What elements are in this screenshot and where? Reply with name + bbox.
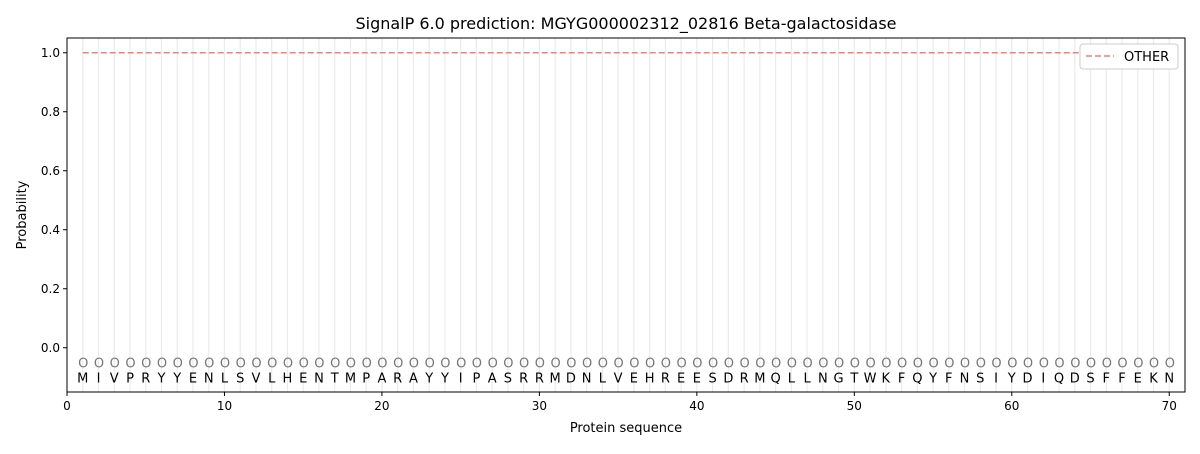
y-tick-label: 0.4	[41, 223, 60, 237]
residue-label: I	[1041, 371, 1045, 386]
residue-label: Y	[928, 371, 937, 386]
residue-label: L	[788, 371, 796, 386]
residue-label: R	[141, 371, 150, 386]
residue-label: Q	[912, 371, 922, 386]
y-axis-label: Probability	[15, 180, 30, 249]
residue-label: R	[393, 371, 402, 386]
residue-label: K	[882, 371, 891, 386]
residue-label: F	[898, 371, 905, 386]
residue-label: N	[960, 371, 970, 386]
x-tick-label: 50	[847, 399, 862, 413]
residue-label: V	[252, 371, 261, 386]
residue-label: D	[1023, 371, 1033, 386]
residue-label: A	[377, 371, 386, 386]
residue-label: Q	[1054, 371, 1064, 386]
residue-label: F	[945, 371, 952, 386]
residue-label: V	[110, 371, 119, 386]
residue-label: P	[362, 371, 370, 386]
residue-label: E	[189, 371, 197, 386]
y-tick-label: 0.6	[41, 164, 60, 178]
residue-label: M	[550, 371, 561, 386]
legend: OTHER	[1079, 43, 1179, 70]
legend-label-other: OTHER	[1124, 50, 1169, 65]
x-axis-label: Protein sequence	[570, 421, 682, 436]
residue-label: L	[268, 371, 276, 386]
residue-label: D	[566, 371, 576, 386]
residue-label: E	[630, 371, 638, 386]
residue-label: V	[614, 371, 623, 386]
residue-label: L	[803, 371, 811, 386]
residue-label: Y	[1007, 371, 1016, 386]
residue-label: S	[236, 371, 244, 386]
residue-label: H	[283, 371, 293, 386]
residue-label: S	[504, 371, 512, 386]
residue-label: N	[818, 371, 828, 386]
y-tick-label: 0.0	[41, 341, 60, 355]
residue-label: F	[1103, 371, 1110, 386]
predicted-labels: OOOOOOOOOOOOOOOOOOOOOOOOOOOOOOOOOOOOOOOO…	[78, 357, 1175, 372]
residue-label: H	[645, 371, 655, 386]
residue-label: M	[754, 371, 765, 386]
residue-label: G	[834, 371, 844, 386]
residue-label: I	[459, 371, 463, 386]
residue-label: W	[864, 371, 877, 386]
residue-label: T	[330, 371, 339, 386]
residue-label: L	[221, 371, 229, 386]
residue-label: N	[582, 371, 592, 386]
residue-label: K	[1149, 371, 1158, 386]
residue-label: M	[77, 371, 88, 386]
residue-label: Y	[157, 371, 166, 386]
y-tick-label: 0.2	[41, 282, 60, 296]
x-tick-label: 30	[532, 399, 547, 413]
x-tick-label: 0	[63, 399, 71, 413]
y-tick-label: 1.0	[41, 46, 60, 60]
residue-label: I	[97, 371, 101, 386]
chart-title: SignalP 6.0 prediction: MGYG000002312_02…	[355, 14, 896, 34]
residue-label: D	[1070, 371, 1080, 386]
x-tick-label: 10	[217, 399, 232, 413]
x-tick-label: 60	[1004, 399, 1019, 413]
x-tick-label: 40	[689, 399, 704, 413]
residue-label: Y	[172, 371, 181, 386]
residue-label: A	[409, 371, 418, 386]
residue-label: I	[994, 371, 998, 386]
residue-label: M	[345, 371, 356, 386]
residue-label: E	[677, 371, 685, 386]
residue-label: Y	[424, 371, 433, 386]
residue-label: S	[1086, 371, 1094, 386]
residue-label: L	[599, 371, 607, 386]
residue-label: R	[740, 371, 749, 386]
residue-label: Y	[440, 371, 449, 386]
x-tick-label: 20	[374, 399, 389, 413]
y-tick-label: 0.8	[41, 105, 60, 119]
residue-label: R	[661, 371, 670, 386]
residue-label: S	[976, 371, 984, 386]
residue-label: P	[472, 371, 480, 386]
residue-label: T	[849, 371, 858, 386]
residue-label: N	[204, 371, 214, 386]
residue-label: R	[535, 371, 544, 386]
residue-label: E	[299, 371, 307, 386]
residue-label: N	[1164, 371, 1174, 386]
residue-label: N	[314, 371, 324, 386]
residue-label: D	[723, 371, 733, 386]
residue-label: P	[126, 371, 134, 386]
residue-label: A	[488, 371, 497, 386]
legend-box	[1079, 43, 1179, 70]
residue-label: S	[708, 371, 716, 386]
x-tick-label: 70	[1162, 399, 1177, 413]
residue-label: Q	[770, 371, 780, 386]
plot-frame	[66, 37, 1186, 393]
residue-label: F	[1118, 371, 1125, 386]
residue-label: E	[1134, 371, 1142, 386]
residue-label: R	[519, 371, 528, 386]
residue-label: E	[693, 371, 701, 386]
